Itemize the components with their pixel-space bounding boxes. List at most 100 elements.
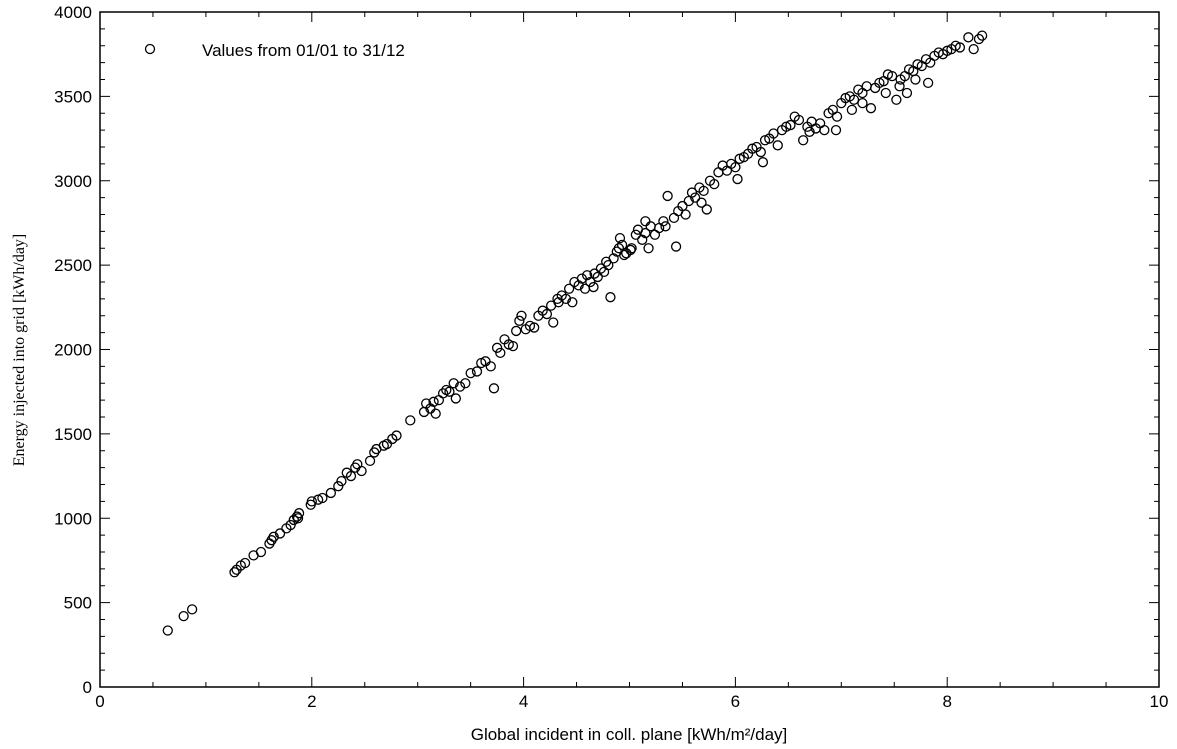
data-point — [430, 408, 441, 419]
x-tick-label: 6 — [731, 692, 740, 711]
data-point — [625, 244, 636, 256]
data-point — [333, 481, 344, 492]
data-point — [437, 388, 449, 399]
data-point — [768, 128, 779, 139]
data-point — [660, 221, 671, 232]
data-point — [268, 531, 279, 542]
data-point — [973, 33, 985, 45]
data-point — [709, 178, 720, 190]
data-point — [894, 81, 905, 92]
data-point — [630, 229, 642, 240]
y-axis-label: Energy injected into grid [kWh/day] — [11, 234, 28, 467]
data-point — [640, 216, 651, 227]
data-point — [292, 513, 304, 524]
data-point — [444, 386, 455, 397]
data-point — [589, 268, 600, 279]
data-point — [830, 124, 842, 136]
data-point — [608, 253, 619, 264]
data-point — [460, 378, 471, 389]
data-point — [391, 430, 402, 441]
data-point — [465, 367, 476, 379]
plot-area-frame — [99, 11, 1160, 688]
data-point — [819, 124, 830, 136]
data-point — [968, 43, 979, 55]
data-point — [755, 146, 766, 158]
x-tick-label: 2 — [307, 692, 316, 711]
data-point — [901, 87, 913, 99]
y-tick-label: 3500 — [54, 87, 92, 106]
data-point — [491, 342, 503, 353]
data-point — [690, 192, 701, 203]
data-point — [698, 185, 709, 197]
data-point — [229, 567, 240, 578]
data-point — [317, 492, 328, 504]
data-point — [668, 212, 680, 224]
data-point — [614, 232, 626, 244]
data-point — [880, 87, 891, 99]
data-point — [640, 227, 651, 239]
x-tick-label: 0 — [95, 692, 104, 711]
data-point — [757, 157, 769, 168]
data-point — [274, 528, 286, 539]
data-point — [605, 292, 616, 303]
data-point — [732, 173, 743, 185]
data-point — [730, 162, 741, 173]
data-point — [798, 135, 809, 146]
data-point — [846, 104, 858, 116]
x-axis-label: Global incident in coll. plane [kWh/m²/d… — [471, 725, 788, 744]
data-point — [963, 32, 974, 43]
y-tick-label: 0 — [83, 678, 92, 697]
data-point — [573, 280, 584, 291]
x-tick-label: 10 — [1150, 692, 1169, 711]
legend-label: Values from 01/01 to 31/12 — [202, 41, 405, 60]
data-point — [848, 94, 860, 105]
data-point — [626, 243, 637, 254]
data-point — [162, 625, 173, 636]
data-point — [433, 394, 445, 406]
data-point — [861, 81, 872, 92]
data-point — [886, 70, 898, 82]
data-point — [649, 229, 661, 240]
axis-ticks: 0 2 4 6 8 10 0 500 1000 1500 2000 2500 3000 3500 4000 — [54, 3, 1168, 711]
y-tick-label: 4000 — [54, 3, 92, 22]
data-point — [488, 383, 500, 394]
data-point — [495, 347, 506, 359]
data-point — [670, 241, 682, 252]
data-point — [785, 119, 796, 131]
data-point — [239, 557, 251, 569]
x-tick-label: 8 — [942, 692, 951, 711]
data-point — [713, 167, 724, 178]
data-point — [405, 415, 416, 426]
data-point — [585, 276, 596, 288]
data-point — [976, 30, 988, 41]
data-point — [356, 465, 367, 477]
data-point — [701, 204, 712, 215]
data-point — [448, 378, 459, 389]
data-point — [336, 475, 347, 487]
data-point — [686, 187, 698, 198]
data-point — [285, 519, 296, 531]
data-point — [529, 322, 540, 333]
data-point — [428, 396, 439, 407]
data-point — [381, 438, 393, 450]
scatter-points — [162, 30, 988, 636]
data-point — [576, 273, 587, 284]
data-point — [345, 470, 357, 482]
y-tick-label: 1500 — [54, 425, 92, 444]
data-point — [793, 114, 805, 126]
data-point — [471, 366, 483, 377]
data-point — [516, 310, 527, 321]
y-tick-label: 3000 — [54, 172, 92, 191]
data-point — [643, 243, 654, 254]
data-point — [325, 487, 337, 499]
data-point — [680, 209, 691, 220]
data-point — [511, 325, 522, 337]
data-point — [178, 610, 189, 622]
data-point — [255, 546, 267, 558]
data-point — [857, 97, 868, 109]
data-point — [563, 283, 575, 294]
data-point — [954, 42, 966, 53]
data-point — [658, 216, 669, 227]
data-point — [567, 297, 578, 308]
